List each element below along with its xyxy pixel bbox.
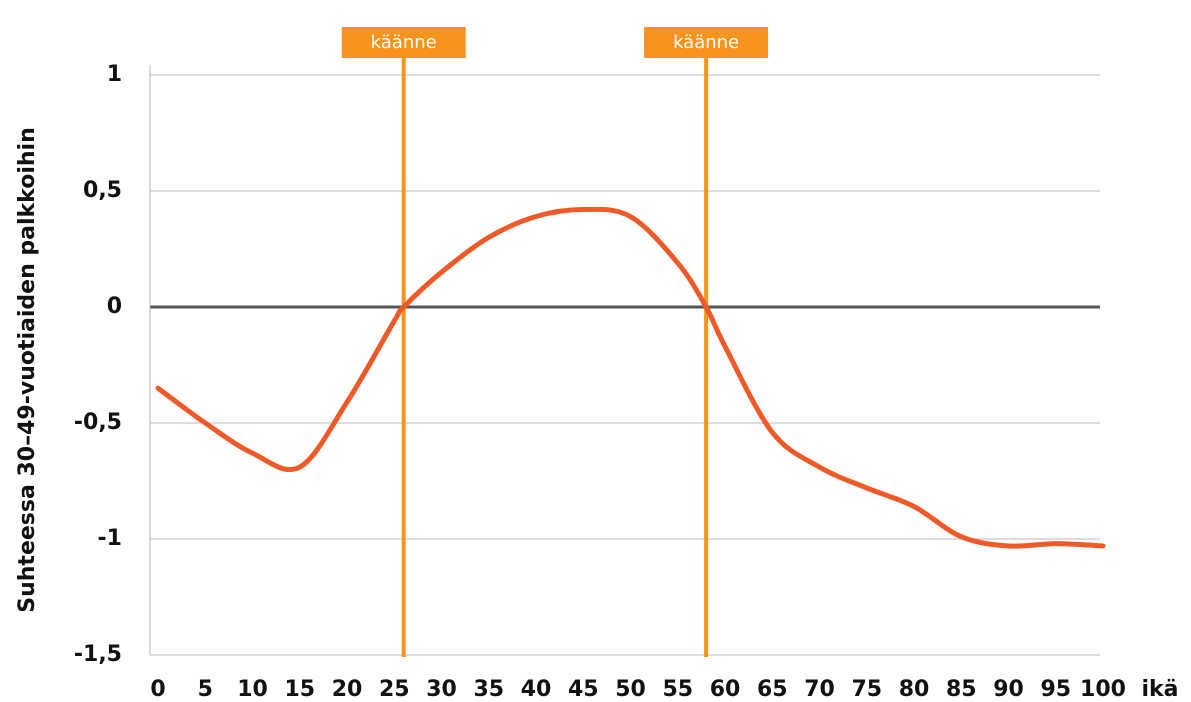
x-tick-label: 100 bbox=[1080, 677, 1126, 702]
y-tick-label: 0 bbox=[107, 294, 122, 319]
x-tick-label: 95 bbox=[1040, 677, 1071, 702]
x-tick-label: 75 bbox=[851, 677, 882, 702]
y-axis-label: Suhteessa 30–49-vuotiaiden palkkoihin bbox=[15, 127, 40, 612]
x-tick-label: 80 bbox=[899, 677, 930, 702]
x-tick-label: 10 bbox=[237, 677, 268, 702]
x-tick-label: 30 bbox=[426, 677, 457, 702]
x-tick-label: 25 bbox=[379, 677, 410, 702]
x-tick-label: 45 bbox=[568, 677, 599, 702]
x-tick-label: 15 bbox=[284, 677, 315, 702]
y-tick-label: -0,5 bbox=[74, 410, 122, 435]
x-tick-label: 60 bbox=[710, 677, 741, 702]
x-tick-label: 55 bbox=[662, 677, 693, 702]
x-tick-label: 35 bbox=[473, 677, 504, 702]
annotation-label: käänne bbox=[371, 32, 437, 53]
x-tick-label: 20 bbox=[332, 677, 363, 702]
x-tick-label: 0 bbox=[150, 677, 165, 702]
x-tick-label: 70 bbox=[804, 677, 835, 702]
x-axis-label: ikä bbox=[1141, 677, 1178, 702]
x-tick-label: 90 bbox=[993, 677, 1024, 702]
x-tick-label: 40 bbox=[521, 677, 552, 702]
x-tick-label: 5 bbox=[198, 677, 213, 702]
y-tick-label: -1 bbox=[98, 526, 122, 551]
wage-curve bbox=[155, 206, 1106, 549]
y-tick-label: 1 bbox=[107, 62, 122, 87]
x-tick-label: 50 bbox=[615, 677, 646, 702]
annotation-label: käänne bbox=[673, 32, 739, 53]
x-tick-label: 85 bbox=[946, 677, 977, 702]
annotation-box bbox=[644, 27, 769, 58]
y-tick-label: 0,5 bbox=[83, 178, 122, 203]
y-tick-label: -1,5 bbox=[74, 642, 122, 667]
annotation-box bbox=[341, 27, 466, 58]
x-tick-label: 65 bbox=[757, 677, 788, 702]
